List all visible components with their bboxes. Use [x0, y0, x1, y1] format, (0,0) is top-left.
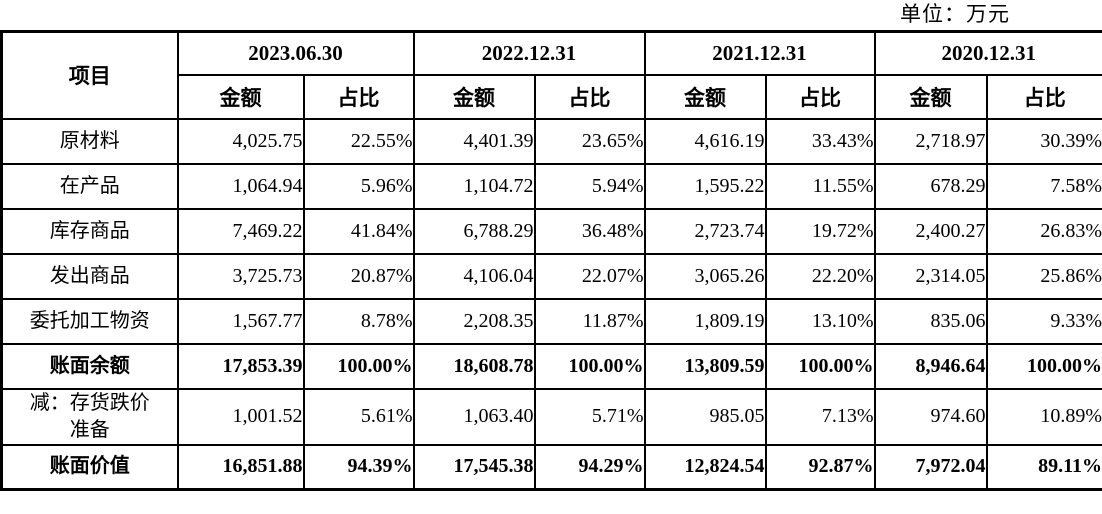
amount-cell: 2,400.27 — [873, 207, 988, 255]
ratio-cell: 5.71% — [533, 387, 646, 446]
amount-cell: 1,064.94 — [176, 162, 305, 210]
row-label: 发出商品 — [0, 252, 179, 300]
amount-header: 金额 — [873, 73, 988, 120]
amount-cell: 1,595.22 — [643, 162, 767, 210]
unit-label: 单位：万元 — [900, 2, 1010, 26]
amount-cell: 1,567.77 — [176, 297, 305, 345]
amount-cell: 18,608.78 — [412, 342, 536, 390]
amount-cell: 2,723.74 — [643, 207, 767, 255]
amount-cell: 12,824.54 — [643, 443, 767, 491]
period-header-2022-12-31: 2022.12.31 — [412, 30, 646, 76]
amount-cell: 2,314.05 — [873, 252, 988, 300]
ratio-cell: 5.96% — [302, 162, 415, 210]
table-row: 发出商品 3,725.73 20.87% 4,106.04 22.07% 3,065.26… — [0, 252, 1102, 300]
amount-cell: 1,104.72 — [412, 162, 536, 210]
ratio-cell: 89.11% — [985, 443, 1102, 491]
ratio-header: 占比 — [985, 73, 1102, 120]
ratio-cell: 13.10% — [764, 297, 876, 345]
ratio-cell: 20.87% — [302, 252, 415, 300]
ratio-cell: 5.94% — [533, 162, 646, 210]
ratio-cell: 22.55% — [302, 117, 415, 165]
ratio-cell: 100.00% — [764, 342, 876, 390]
table-row: 账面价值 16,851.88 94.39% 17,545.38 94.29% 12,824… — [0, 443, 1102, 491]
header-sub-row: 金额 占比 金额 占比 金额 占比 金额 占比 — [2, 73, 1102, 120]
amount-cell: 7,469.22 — [176, 207, 305, 255]
ratio-cell: 23.65% — [533, 117, 646, 165]
row-label: 在产品 — [0, 162, 179, 210]
item-column-header: 项目 — [0, 30, 179, 120]
period-header-2020-12-31: 2020.12.31 — [873, 30, 1102, 76]
amount-cell: 678.29 — [873, 162, 988, 210]
amount-cell: 13,809.59 — [643, 342, 767, 390]
table-row: 在产品 1,064.94 5.96% 1,104.72 5.94% 1,595.22 11.… — [0, 162, 1102, 210]
amount-cell: 1,809.19 — [643, 297, 767, 345]
table-row: 减：存货跌价 准备 1,001.52 5.61% 1,063.40 5.71% 985.0… — [0, 387, 1102, 446]
table-row: 库存商品 7,469.22 41.84% 6,788.29 36.48% 2,723.74… — [0, 207, 1102, 255]
ratio-header: 占比 — [533, 73, 646, 120]
amount-cell: 17,853.39 — [176, 342, 305, 390]
ratio-cell: 8.78% — [302, 297, 415, 345]
ratio-cell: 19.72% — [764, 207, 876, 255]
row-label: 委托加工物资 — [0, 297, 179, 345]
amount-cell: 6,788.29 — [412, 207, 536, 255]
ratio-cell: 25.86% — [985, 252, 1102, 300]
row-label: 账面余额 — [0, 342, 179, 390]
amount-cell: 985.05 — [643, 387, 767, 446]
amount-cell: 17,545.38 — [412, 443, 536, 491]
ratio-cell: 7.13% — [764, 387, 876, 446]
amount-cell: 4,106.04 — [412, 252, 536, 300]
ratio-cell: 9.33% — [985, 297, 1102, 345]
ratio-cell: 100.00% — [302, 342, 415, 390]
ratio-header: 占比 — [302, 73, 415, 120]
ratio-cell: 22.07% — [533, 252, 646, 300]
inventory-table: 项目 2023.06.30 2022.12.31 2021.12.31 2020… — [0, 30, 1102, 491]
ratio-header: 占比 — [764, 73, 876, 120]
ratio-cell: 94.39% — [302, 443, 415, 491]
ratio-cell: 10.89% — [985, 387, 1102, 446]
row-label: 账面价值 — [0, 443, 179, 491]
row-label: 原材料 — [0, 117, 179, 165]
amount-cell: 7,972.04 — [873, 443, 988, 491]
table-body: 原材料 4,025.75 22.55% 4,401.39 23.65% 4,616.19 3… — [0, 117, 1102, 491]
period-header-2023-06-30: 2023.06.30 — [176, 30, 415, 76]
amount-cell: 1,001.52 — [176, 387, 305, 446]
amount-header: 金额 — [643, 73, 767, 120]
row-label: 库存商品 — [0, 207, 179, 255]
ratio-cell: 22.20% — [764, 252, 876, 300]
amount-header: 金额 — [176, 73, 305, 120]
amount-cell: 974.60 — [873, 387, 988, 446]
table-row: 委托加工物资 1,567.77 8.78% 2,208.35 11.87% 1,809.1… — [0, 297, 1102, 345]
ratio-cell: 26.83% — [985, 207, 1102, 255]
ratio-cell: 36.48% — [533, 207, 646, 255]
amount-cell: 4,616.19 — [643, 117, 767, 165]
amount-cell: 3,065.26 — [643, 252, 767, 300]
amount-cell: 835.06 — [873, 297, 988, 345]
ratio-cell: 94.29% — [533, 443, 646, 491]
ratio-cell: 5.61% — [302, 387, 415, 446]
header-period-row: 项目 2023.06.30 2022.12.31 2021.12.31 2020… — [0, 30, 1102, 120]
ratio-cell: 100.00% — [985, 342, 1102, 390]
amount-header: 金额 — [412, 73, 536, 120]
amount-cell: 4,025.75 — [176, 117, 305, 165]
ratio-cell: 11.87% — [533, 297, 646, 345]
ratio-cell: 100.00% — [533, 342, 646, 390]
amount-cell: 4,401.39 — [412, 117, 536, 165]
ratio-cell: 11.55% — [764, 162, 876, 210]
amount-cell: 8,946.64 — [873, 342, 988, 390]
ratio-cell: 92.87% — [764, 443, 876, 491]
amount-cell: 3,725.73 — [176, 252, 305, 300]
amount-cell: 1,063.40 — [412, 387, 536, 446]
table-row: 原材料 4,025.75 22.55% 4,401.39 23.65% 4,616.19 3… — [0, 117, 1102, 165]
ratio-cell: 30.39% — [985, 117, 1102, 165]
ratio-cell: 33.43% — [764, 117, 876, 165]
period-header-2021-12-31: 2021.12.31 — [643, 30, 876, 76]
ratio-cell: 41.84% — [302, 207, 415, 255]
amount-cell: 2,208.35 — [412, 297, 536, 345]
row-label: 减：存货跌价 准备 — [0, 387, 179, 446]
ratio-cell: 7.58% — [985, 162, 1102, 210]
amount-cell: 16,851.88 — [176, 443, 305, 491]
amount-cell: 2,718.97 — [873, 117, 988, 165]
table-row: 账面余额 17,853.39 100.00% 18,608.78 100.00% 13,8… — [0, 342, 1102, 390]
